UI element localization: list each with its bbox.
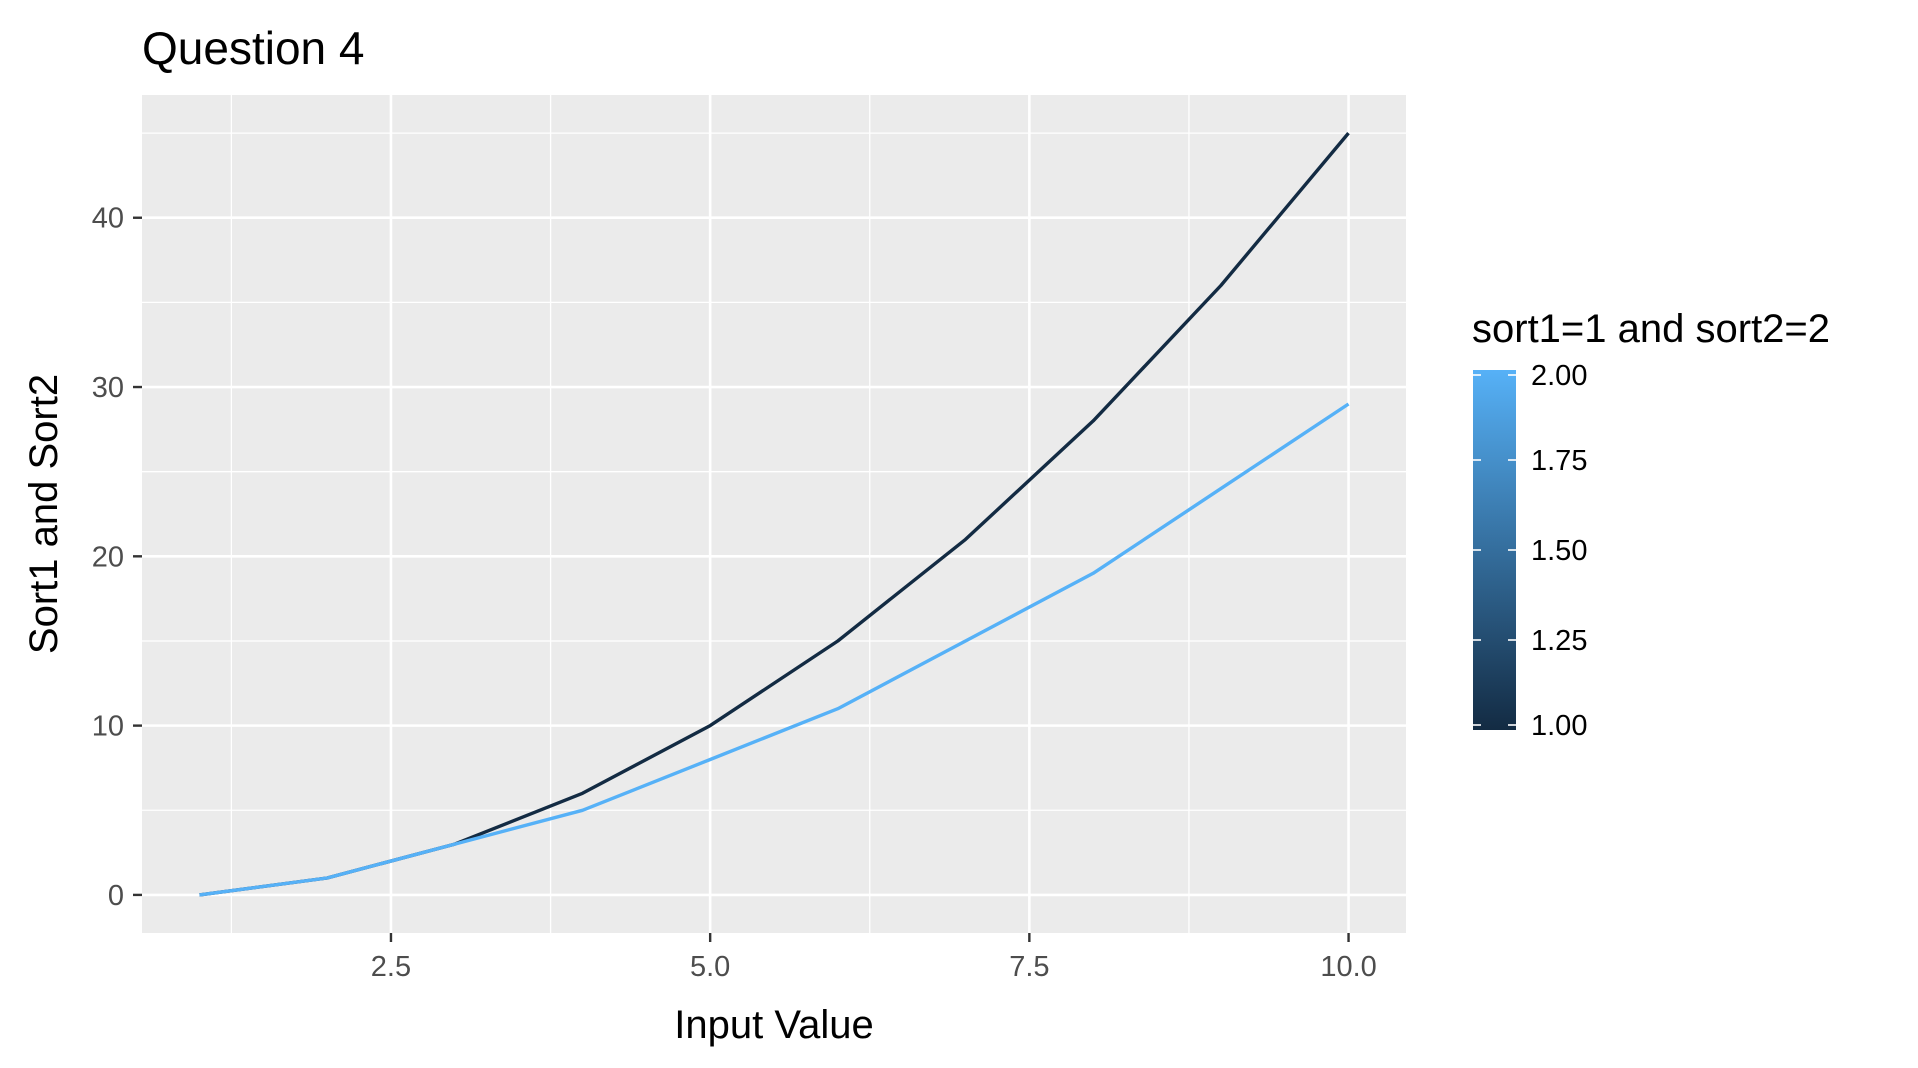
legend: sort1=1 and sort2=2 1.00 1.25 1.50 1.75 2.00 [1472,307,1830,742]
major-gridlines [142,95,1406,933]
legend-title: sort1=1 and sort2=2 [1472,307,1830,351]
minor-gridlines [142,95,1406,933]
x-tick-label: 10.0 [1320,951,1376,983]
y-tick-label: 10 [92,711,124,743]
y-tick-label: 0 [108,880,124,912]
y-tick-label: 20 [92,541,124,573]
series-line [199,402,1350,897]
legend-label: 2.00 [1531,360,1587,392]
x-tick-label: 7.5 [1009,951,1049,983]
x-tick-label: 5.0 [690,951,730,983]
legend-label: 1.00 [1531,710,1587,742]
y-tick-label: 30 [92,372,124,404]
y-axis: 0 10 20 30 40 [92,203,142,912]
chart-title: Question 4 [142,22,364,74]
legend-ticks: 1.00 1.25 1.50 1.75 2.00 [1473,360,1587,742]
legend-label: 1.75 [1531,445,1587,477]
legend-label: 1.25 [1531,625,1587,657]
legend-label: 1.50 [1531,535,1587,567]
y-tick-label: 40 [92,203,124,235]
x-tick-label: 2.5 [371,951,411,983]
x-axis: 2.5 5.0 7.5 10.0 [371,933,1377,983]
plot-panel [142,95,1406,933]
y-axis-title: Sort1 and Sort2 [22,374,66,654]
x-axis-title: Input Value [674,1003,873,1047]
series-lines [199,132,1350,897]
